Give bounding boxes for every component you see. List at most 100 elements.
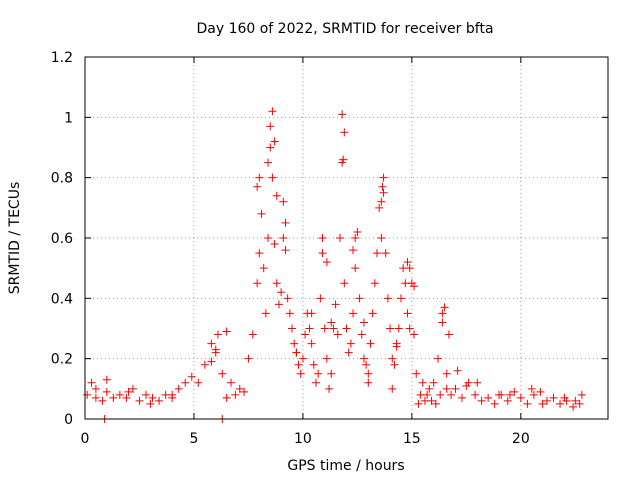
data-point bbox=[571, 396, 580, 405]
data-point bbox=[560, 393, 569, 402]
data-point bbox=[327, 369, 336, 378]
data-point bbox=[122, 393, 131, 402]
data-point bbox=[316, 294, 325, 303]
y-tick-label: 0 bbox=[64, 412, 73, 428]
data-point bbox=[370, 279, 379, 288]
data-point bbox=[301, 330, 310, 339]
data-point bbox=[91, 393, 100, 402]
y-axis-label: SRMTID / TECUs bbox=[7, 182, 23, 295]
data-point bbox=[194, 378, 203, 387]
data-point bbox=[375, 203, 384, 212]
y-tick-label: 1.2 bbox=[51, 50, 73, 66]
data-point bbox=[349, 309, 358, 318]
data-point bbox=[187, 372, 196, 381]
data-point bbox=[396, 294, 405, 303]
data-point bbox=[569, 402, 578, 411]
data-point bbox=[292, 348, 301, 357]
data-point bbox=[577, 390, 586, 399]
data-point bbox=[379, 173, 388, 182]
data-point bbox=[436, 390, 445, 399]
data-point bbox=[309, 360, 318, 369]
data-point bbox=[168, 390, 177, 399]
data-point bbox=[87, 378, 96, 387]
data-point bbox=[211, 345, 220, 354]
data-point bbox=[285, 309, 294, 318]
data-point bbox=[377, 197, 386, 206]
data-point bbox=[253, 182, 262, 191]
data-point bbox=[240, 387, 249, 396]
data-point bbox=[394, 324, 403, 333]
data-point bbox=[200, 360, 209, 369]
data-point bbox=[410, 282, 419, 291]
data-point bbox=[451, 384, 460, 393]
data-point bbox=[431, 399, 440, 408]
data-point bbox=[102, 387, 111, 396]
data-point bbox=[386, 324, 395, 333]
data-point bbox=[207, 339, 216, 348]
data-point bbox=[429, 378, 438, 387]
data-point bbox=[453, 366, 462, 375]
data-point bbox=[418, 378, 427, 387]
data-point bbox=[322, 258, 331, 267]
data-point bbox=[366, 339, 375, 348]
data-point bbox=[264, 158, 273, 167]
data-point bbox=[272, 279, 281, 288]
data-point bbox=[339, 155, 348, 164]
y-tick-label: 0.2 bbox=[51, 352, 73, 368]
data-point bbox=[128, 384, 137, 393]
data-point bbox=[529, 390, 538, 399]
data-point bbox=[346, 339, 355, 348]
data-point bbox=[364, 369, 373, 378]
data-point bbox=[381, 249, 390, 258]
data-point bbox=[403, 309, 412, 318]
data-point bbox=[213, 330, 222, 339]
data-point bbox=[298, 354, 307, 363]
x-tick-label: 0 bbox=[81, 431, 90, 447]
data-point bbox=[335, 234, 344, 242]
data-point bbox=[351, 264, 360, 273]
data-point bbox=[490, 399, 499, 408]
data-point bbox=[222, 393, 231, 402]
data-point bbox=[359, 354, 368, 363]
data-point bbox=[257, 209, 266, 218]
data-point bbox=[457, 393, 466, 402]
data-point bbox=[327, 318, 336, 327]
data-point bbox=[444, 330, 453, 339]
data-point bbox=[542, 396, 551, 405]
data-point bbox=[462, 381, 471, 390]
grid bbox=[85, 57, 608, 419]
y-tick-label: 0.6 bbox=[51, 231, 73, 247]
data-point bbox=[314, 369, 323, 378]
data-point bbox=[549, 393, 558, 402]
data-point bbox=[505, 390, 514, 399]
chart-title: Day 160 of 2022, SRMTID for receiver bft… bbox=[196, 21, 493, 37]
data-point bbox=[227, 378, 236, 387]
data-point bbox=[331, 300, 340, 309]
data-point bbox=[340, 128, 349, 137]
data-point bbox=[259, 264, 268, 273]
data-point bbox=[351, 234, 360, 242]
data-point bbox=[495, 390, 504, 399]
data-point bbox=[98, 396, 107, 405]
data-point bbox=[266, 143, 275, 152]
data-point bbox=[442, 369, 451, 378]
data-point bbox=[296, 369, 305, 378]
data-point bbox=[471, 390, 480, 399]
data-point bbox=[322, 354, 331, 363]
data-point bbox=[357, 330, 366, 339]
data-point bbox=[222, 327, 231, 336]
data-point bbox=[403, 258, 412, 267]
data-point bbox=[575, 399, 584, 408]
data-point bbox=[368, 309, 377, 318]
data-point bbox=[305, 324, 314, 333]
data-point bbox=[311, 378, 320, 387]
data-point bbox=[438, 318, 447, 327]
data-point bbox=[146, 399, 155, 408]
data-point bbox=[142, 390, 151, 399]
data-point bbox=[270, 240, 279, 249]
data-point bbox=[155, 396, 164, 405]
data-point bbox=[477, 396, 486, 405]
data-point bbox=[261, 309, 270, 318]
x-tick-label: 20 bbox=[512, 431, 530, 447]
